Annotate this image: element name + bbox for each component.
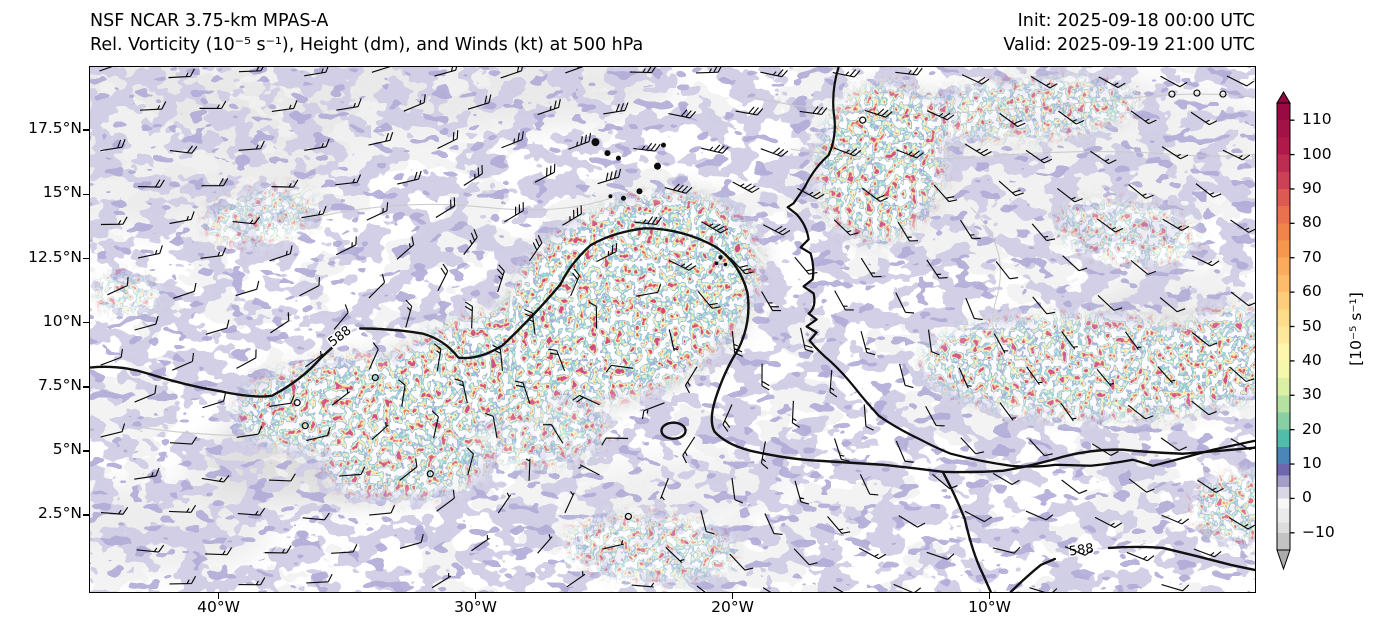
island — [718, 255, 723, 260]
colorbar-tick-label: 60 — [1302, 282, 1322, 301]
calm-wind-circle — [371, 373, 379, 382]
lat-tick-label: 12.5°N — [28, 247, 82, 266]
thin-contour — [750, 93, 1255, 115]
thin-contour — [129, 425, 291, 437]
lat-tick-mark — [83, 193, 89, 196]
height-contour-value-label: 588 — [1068, 541, 1095, 559]
coastline-west-africa — [786, 67, 1255, 468]
calm-wind-layer — [293, 89, 1227, 521]
colorbar-tick-label: 20 — [1302, 419, 1322, 438]
colorbar-tick-label: 10 — [1302, 454, 1322, 473]
height-contour-layer — [90, 227, 1255, 592]
init-time: Init: 2025-09-18 00:00 UTC — [1017, 11, 1255, 31]
colorbar-tick-label: −10 — [1302, 522, 1335, 541]
map-frame: 588 588 — [89, 66, 1256, 593]
island — [591, 138, 600, 147]
lat-tick-mark — [83, 514, 89, 517]
colorbar-upper-arrow — [1276, 91, 1291, 104]
colorbar-tick-label: 110 — [1302, 110, 1332, 129]
height-contour-588 — [1009, 557, 1057, 592]
valid-time: Valid: 2025-09-19 21:00 UTC — [1003, 35, 1255, 55]
lat-tick-label: 7.5°N — [38, 375, 82, 394]
calm-wind-circle — [301, 422, 309, 430]
title-block: NSF NCAR 3.75-km MPAS-A Rel. Vorticity (… — [90, 9, 643, 57]
lat-tick-mark — [83, 321, 89, 324]
plot-title: NSF NCAR 3.75-km MPAS-A — [90, 11, 329, 31]
island — [723, 262, 728, 267]
colorbar-lower-arrow — [1276, 549, 1291, 571]
island — [608, 194, 613, 199]
colorbar-tick-label: 0 — [1302, 488, 1312, 507]
lon-tick-mark — [988, 592, 991, 599]
calm-wind-circle — [426, 470, 434, 478]
lat-tick-mark — [83, 129, 89, 131]
island — [604, 150, 611, 157]
calm-wind-circle — [293, 399, 301, 407]
lon-tick-label: 10°W — [968, 598, 1011, 616]
height-contour-closed — [660, 421, 687, 440]
lon-tick-label: 20°W — [711, 598, 754, 616]
thin-contour-layer — [129, 93, 1255, 437]
lat-tick-mark — [83, 386, 89, 388]
strong-vorticity-speckle-layer — [90, 67, 1255, 592]
colorbar-tick-label: 50 — [1302, 316, 1322, 335]
colorbar-bar — [1276, 102, 1291, 551]
lon-tick-mark — [217, 592, 220, 599]
island — [660, 142, 666, 148]
island — [636, 188, 643, 195]
height-contour-588 — [1107, 545, 1255, 572]
height-contour-588 — [941, 470, 992, 592]
lon-tick-label: 40°W — [197, 598, 240, 616]
lat-tick-label: 10°N — [42, 311, 82, 330]
island — [615, 155, 621, 161]
colorbar-gradient — [1276, 91, 1295, 571]
thin-contour — [790, 148, 1255, 160]
colorbar: 110 100 90 80 70 60 50 40 30 20 10 0 −10 — [1276, 91, 1387, 571]
plot-subtitle: Rel. Vorticity (10⁻⁵ s⁻¹), Height (dm), … — [90, 35, 644, 55]
lat-tick-label: 17.5°N — [28, 119, 82, 138]
colorbar-label: [10⁻⁵ s⁻¹] — [1347, 292, 1365, 366]
lat-tick-label: 2.5°N — [38, 504, 82, 523]
colorbar-tick-label: 40 — [1302, 350, 1322, 369]
island — [653, 162, 661, 170]
island — [714, 261, 719, 266]
thin-contour — [295, 197, 611, 223]
time-block: Init: 2025-09-18 00:00 UTC Valid: 2025-0… — [1003, 9, 1255, 57]
colorbar-tick-label: 100 — [1302, 144, 1332, 163]
islands-layer — [591, 138, 728, 267]
thin-contour — [970, 206, 1003, 358]
lon-tick-mark — [731, 592, 734, 599]
calm-wind-circle — [1168, 90, 1176, 98]
height-contour-588 — [359, 227, 1255, 474]
calm-wind-circle — [859, 116, 867, 124]
calm-wind-circle — [1193, 89, 1201, 97]
colorbar-tick-label: 90 — [1302, 178, 1322, 197]
calm-wind-circle — [1219, 90, 1227, 98]
island — [620, 195, 626, 201]
height-contour-588 — [90, 346, 334, 398]
colorbar-tick-label: 80 — [1302, 213, 1322, 232]
lon-tick-label: 30°W — [454, 598, 497, 616]
colorbar-tick-label: 70 — [1302, 247, 1322, 266]
lat-tick-mark — [83, 257, 89, 260]
lat-tick-mark — [83, 450, 89, 452]
lat-tick-label: 15°N — [42, 183, 82, 202]
wind-barb-layer — [99, 67, 1255, 592]
calm-wind-circle — [624, 512, 632, 521]
colorbar-tick-label: 30 — [1302, 385, 1322, 404]
lat-tick-label: 5°N — [52, 440, 82, 459]
lon-tick-mark — [474, 592, 477, 599]
